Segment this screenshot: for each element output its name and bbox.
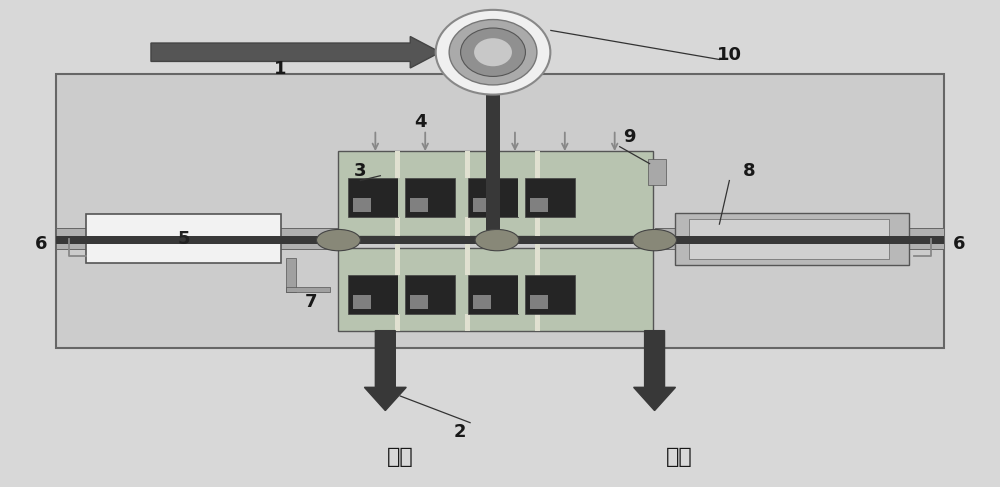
Bar xyxy=(518,275,525,314)
Circle shape xyxy=(633,229,677,251)
Bar xyxy=(461,178,468,217)
Bar xyxy=(405,275,455,314)
Bar xyxy=(286,287,330,292)
Text: 6: 6 xyxy=(952,235,965,252)
Bar xyxy=(535,151,540,331)
Bar xyxy=(465,151,470,331)
Text: 8: 8 xyxy=(743,162,756,180)
Bar xyxy=(353,295,371,309)
Bar xyxy=(530,295,548,309)
Text: 9: 9 xyxy=(623,128,636,146)
Bar xyxy=(56,74,944,348)
Text: 7: 7 xyxy=(304,293,317,311)
Bar xyxy=(338,151,653,236)
Bar xyxy=(648,159,666,186)
Ellipse shape xyxy=(461,28,525,76)
Bar xyxy=(410,199,428,212)
Bar xyxy=(518,178,525,217)
Bar xyxy=(398,178,405,217)
Bar xyxy=(410,295,428,309)
Ellipse shape xyxy=(449,19,537,85)
Bar xyxy=(675,213,909,265)
Circle shape xyxy=(317,229,360,251)
Bar xyxy=(461,275,468,314)
Text: 10: 10 xyxy=(717,46,742,64)
Bar xyxy=(56,236,944,244)
Bar xyxy=(395,151,400,331)
Bar xyxy=(56,228,340,249)
Text: 排气: 排气 xyxy=(666,447,693,467)
FancyArrow shape xyxy=(634,331,676,411)
Text: 排气: 排气 xyxy=(387,447,414,467)
Bar xyxy=(473,199,491,212)
Text: 5: 5 xyxy=(178,230,190,248)
Ellipse shape xyxy=(474,38,512,66)
Ellipse shape xyxy=(436,10,550,94)
Bar xyxy=(468,178,518,217)
Bar xyxy=(655,228,944,249)
Bar xyxy=(525,275,575,314)
Bar xyxy=(473,295,491,309)
Bar xyxy=(689,219,889,259)
Text: 2: 2 xyxy=(454,423,466,441)
Bar xyxy=(525,178,575,217)
Bar xyxy=(398,275,405,314)
Bar xyxy=(468,275,518,314)
Text: 1: 1 xyxy=(274,60,287,78)
Bar xyxy=(348,275,398,314)
Text: 4: 4 xyxy=(414,113,426,131)
Circle shape xyxy=(475,229,519,251)
Bar xyxy=(405,178,455,217)
Bar xyxy=(86,214,281,263)
Bar xyxy=(530,199,548,212)
Text: 3: 3 xyxy=(354,162,367,180)
Text: 6: 6 xyxy=(35,235,48,252)
Bar xyxy=(286,258,296,292)
FancyArrow shape xyxy=(151,37,440,68)
Bar xyxy=(353,199,371,212)
Bar xyxy=(348,178,398,217)
FancyArrow shape xyxy=(364,331,406,411)
Bar xyxy=(338,248,653,331)
Bar xyxy=(486,52,500,236)
